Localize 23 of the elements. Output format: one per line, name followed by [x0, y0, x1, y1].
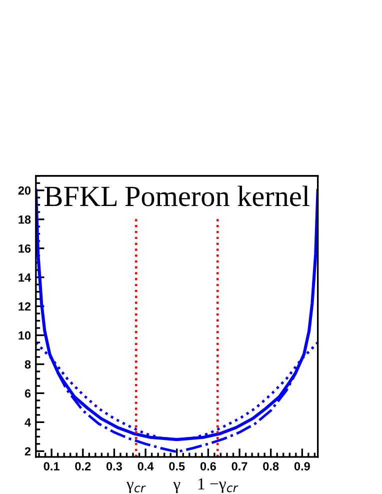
ref-line-label: γ$_{cr}$ [126, 482, 146, 494]
x-axis-title: γ [173, 482, 180, 494]
y-tick-label: 2 [24, 447, 31, 456]
y-tick-label: 6 [24, 389, 31, 398]
y-tick-label: 20 [18, 186, 31, 195]
x-tick-label: 0.6 [200, 462, 216, 470]
x-tick-label: 0.7 [232, 462, 248, 470]
y-tick-label: 10 [18, 331, 31, 340]
y-tick-label: 8 [24, 360, 31, 369]
y-tick-label: 14 [18, 273, 31, 282]
y-tick-label: 12 [18, 302, 31, 311]
y-tick-label: 18 [18, 215, 31, 224]
chart-title: BFKL Pomeron kernel [44, 186, 310, 206]
x-tick-label: 0.5 [169, 462, 185, 470]
x-tick-label: 0.1 [44, 462, 60, 470]
x-tick-label: 0.4 [138, 462, 154, 470]
x-tick-label: 0.9 [294, 462, 310, 470]
x-tick-label: 0.2 [75, 462, 91, 470]
x-tick-label: 0.3 [106, 462, 122, 470]
x-tick-label: 0.8 [263, 462, 279, 470]
ref-line-label: 1 −γ$_{cr}$ [198, 478, 238, 493]
y-tick-label: 4 [24, 418, 31, 426]
y-tick-label: 16 [18, 244, 31, 253]
